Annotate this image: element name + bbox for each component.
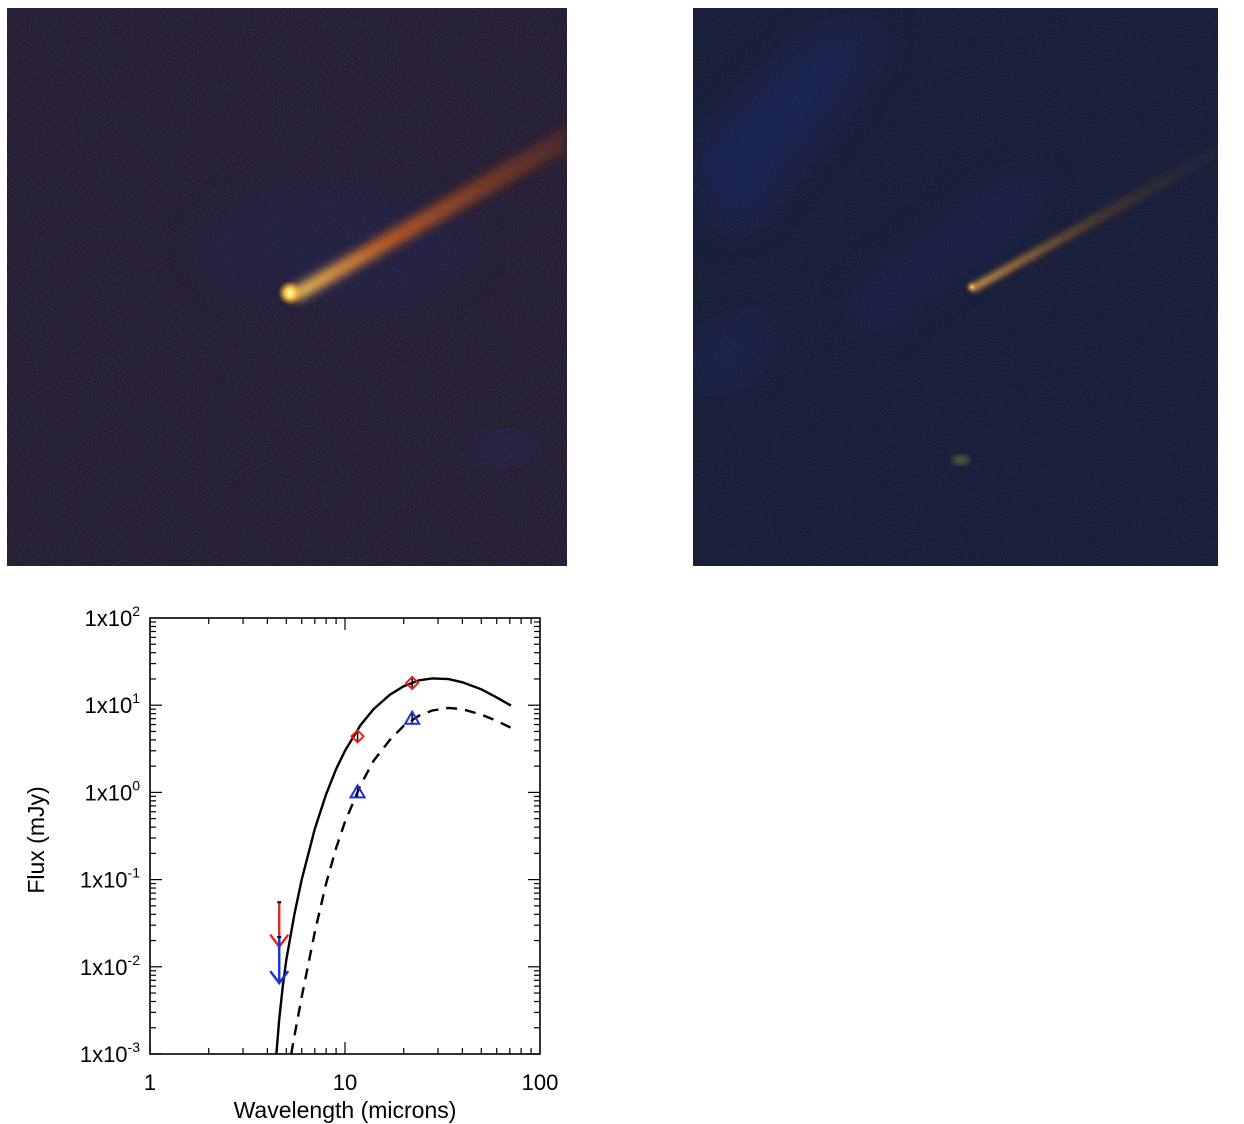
data-point-triangle — [348, 783, 367, 799]
plot-frame — [149, 617, 541, 1055]
y-tick-label: 1x10-2 — [80, 952, 140, 980]
y-axis-title: Flux (mJy) — [23, 786, 49, 893]
x-axis-title: Wavelength (microns) — [234, 1097, 457, 1123]
axes: 1 10 100 1x10-3 1x10-2 1x10-1 1x100 1x101 1x102 — [80, 603, 559, 1095]
plot-area — [269, 675, 512, 1054]
x-tick-label: 10 — [333, 1070, 357, 1095]
y-tick-label: 1x101 — [84, 690, 140, 718]
y-tick-label: 1x100 — [84, 777, 140, 805]
comet-head — [966, 281, 978, 293]
x-tick-label: 100 — [522, 1070, 559, 1095]
data-point-diamond — [404, 675, 420, 691]
upper-limit-arrowhead — [269, 970, 290, 986]
model-curve-dashed — [290, 706, 512, 1054]
comet-tail — [969, 143, 1218, 292]
comet-image-right — [693, 8, 1218, 566]
flux-chart: 1 10 100 1x10-3 1x10-2 1x10-1 1x100 1x101 1x102 … — [0, 590, 600, 1124]
y-tick-label: 1x10-3 — [80, 1039, 140, 1067]
comet-image-left — [7, 8, 567, 566]
data-point-diamond — [350, 728, 365, 744]
comet-tail — [289, 126, 567, 301]
y-tick-label: 1x102 — [84, 603, 140, 631]
comet-head — [278, 281, 302, 305]
model-curve-solid — [275, 677, 512, 1054]
y-tick-label: 1x10-1 — [80, 865, 140, 893]
data-point-triangle — [403, 709, 421, 725]
x-tick-label: 1 — [144, 1070, 156, 1095]
